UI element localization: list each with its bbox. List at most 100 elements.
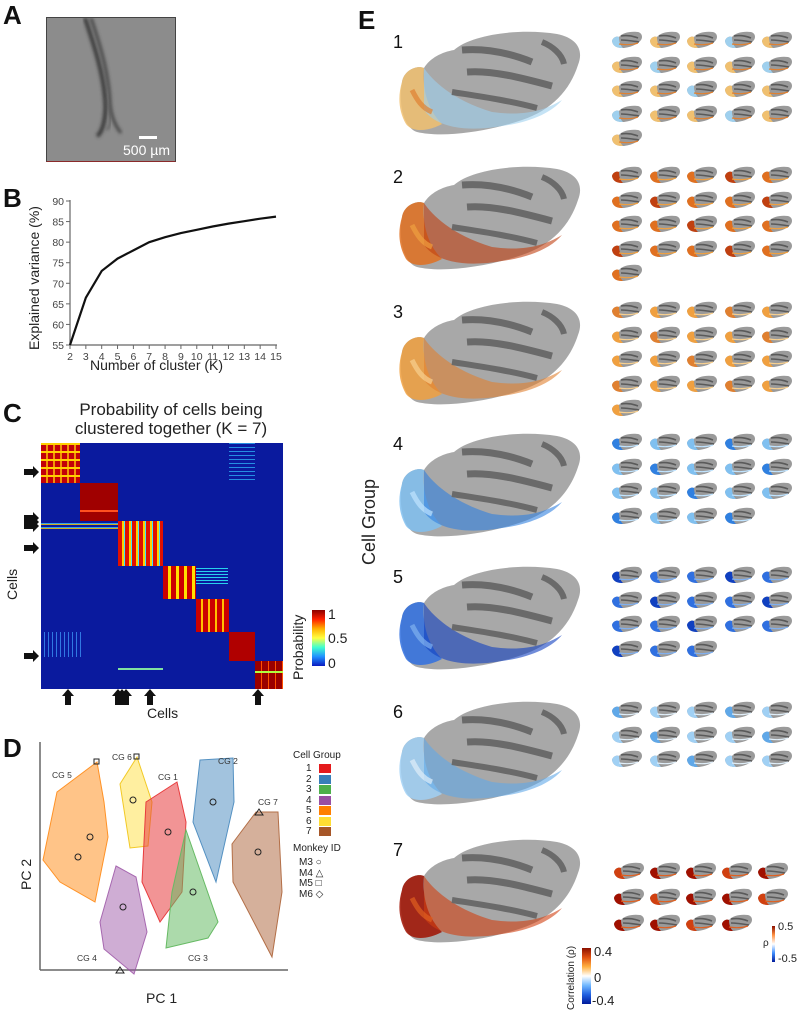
cluster-cg7 bbox=[231, 811, 283, 959]
cell-group-number: 3 bbox=[393, 302, 404, 322]
brain-surface-map bbox=[399, 31, 581, 135]
subject-brain-thumbnail bbox=[724, 105, 755, 122]
subject-brain-thumbnail bbox=[686, 888, 716, 905]
subject-brain-thumbnail bbox=[687, 240, 717, 257]
subject-brain-thumbnail bbox=[612, 615, 642, 632]
subject-brain-thumbnail bbox=[612, 458, 642, 475]
subject-brain-thumbnail bbox=[649, 375, 680, 392]
subject-brain-thumbnail bbox=[724, 350, 755, 367]
subject-brain-thumbnail bbox=[612, 566, 642, 583]
cluster-cg1 bbox=[141, 781, 187, 923]
cluster-cg5 bbox=[42, 761, 109, 903]
heatmap-title: Probability of cells being clustered tog… bbox=[46, 400, 296, 438]
subject-brain-thumbnail bbox=[762, 591, 792, 608]
y-tick-label: 65 bbox=[52, 299, 64, 311]
subject-brain-thumbnail bbox=[687, 591, 717, 608]
subject-brain-thumbnail bbox=[724, 750, 755, 767]
legend-number: 4 bbox=[306, 794, 312, 806]
subject-brain-thumbnail bbox=[686, 862, 716, 879]
cell-group-number: 5 bbox=[393, 567, 404, 587]
colorbar-tick: -0.4 bbox=[592, 993, 615, 1008]
subject-brain-thumbnail bbox=[762, 701, 792, 718]
x-tick-label: 2 bbox=[67, 351, 73, 360]
title-line-1: Probability of cells being bbox=[79, 400, 263, 419]
subject-brain-thumbnail bbox=[724, 80, 755, 97]
colorbar-tick: 0 bbox=[594, 970, 602, 985]
arrow-icon bbox=[144, 689, 156, 705]
legend-number: 6 bbox=[306, 815, 312, 827]
arrow-icon bbox=[24, 520, 39, 532]
subject-brain-thumbnail bbox=[687, 166, 717, 183]
brain-surface-map bbox=[399, 839, 581, 943]
subject-brain-thumbnail bbox=[686, 914, 716, 931]
x-axis-label: Number of cluster (K) bbox=[90, 357, 224, 373]
subject-brain-thumbnail bbox=[649, 31, 680, 48]
panel-letter-e: E bbox=[358, 5, 376, 35]
x-tick-label: 3 bbox=[83, 351, 89, 360]
arrow-icon bbox=[24, 650, 39, 662]
subject-brain-thumbnail bbox=[649, 726, 680, 743]
subject-brain-thumbnail bbox=[649, 80, 680, 97]
subject-brain-thumbnail bbox=[724, 191, 755, 208]
subject-brain-thumbnail bbox=[687, 726, 717, 743]
brain-surface-map bbox=[399, 566, 581, 670]
row-arrows bbox=[24, 466, 39, 662]
subject-brain-thumbnail bbox=[724, 615, 755, 632]
subject-brain-thumbnail bbox=[687, 701, 717, 718]
legend-swatch bbox=[319, 785, 331, 794]
monkey-legend-item: M5 □ bbox=[299, 878, 322, 889]
subject-brain-thumbnail bbox=[612, 80, 642, 97]
subject-brain-thumbnail bbox=[612, 482, 642, 499]
subject-brain-thumbnail bbox=[649, 166, 680, 183]
subject-brain-thumbnail bbox=[612, 191, 642, 208]
subject-brain-thumbnail bbox=[649, 640, 680, 657]
cluster-label-cg6: CG 6 bbox=[112, 752, 132, 762]
subject-brain-thumbnail bbox=[687, 615, 717, 632]
subject-brain-thumbnail bbox=[614, 914, 644, 931]
subject-brain-thumbnail bbox=[649, 701, 680, 718]
x-tick-label: 14 bbox=[254, 351, 266, 360]
subject-brain-thumbnail bbox=[687, 458, 717, 475]
subject-brain-thumbnail bbox=[614, 862, 644, 879]
y-tick-label: 75 bbox=[52, 258, 64, 270]
subject-brain-thumbnail bbox=[612, 240, 642, 257]
subject-brain-thumbnail bbox=[762, 726, 792, 743]
subject-brain-thumbnail bbox=[687, 215, 717, 232]
subject-brain-thumbnail bbox=[724, 591, 755, 608]
subject-brain-thumbnail bbox=[762, 56, 792, 73]
subject-brain-thumbnail bbox=[722, 914, 752, 931]
subject-brain-thumbnail bbox=[612, 399, 642, 416]
subject-brain-thumbnail bbox=[758, 862, 788, 879]
subject-brain-thumbnail bbox=[687, 375, 717, 392]
subject-brain-thumbnail bbox=[687, 105, 717, 122]
subject-brain-thumbnail bbox=[687, 433, 717, 450]
title-line-2: clustered together (K = 7) bbox=[74, 419, 268, 438]
subject-brain-thumbnail bbox=[762, 482, 792, 499]
subject-brain-thumbnail bbox=[724, 215, 755, 232]
subject-brain-thumbnail bbox=[762, 31, 792, 48]
cell-group-axis-label: Cell Group bbox=[359, 478, 379, 565]
subject-brain-thumbnail bbox=[724, 726, 755, 743]
panel-letter-b: B bbox=[3, 183, 22, 213]
legend-swatch bbox=[319, 774, 331, 784]
cluster-cg4 bbox=[99, 865, 148, 975]
subject-brain-thumbnail bbox=[724, 301, 755, 318]
subject-brain-thumbnail bbox=[762, 301, 792, 318]
explained-variance-chart: 55 60 65 70 75 80 85 90 2 3 4 5 6 7 8 9 10 11 12 13 14 15 bbox=[52, 196, 282, 360]
subject-brain-thumbnail bbox=[612, 56, 642, 73]
subject-brain-thumbnail bbox=[612, 701, 642, 718]
probability-colorbar bbox=[312, 610, 325, 666]
coclustering-heatmap bbox=[41, 443, 283, 689]
heatmap-y-label: Cells bbox=[4, 568, 20, 600]
panel-letter-a: A bbox=[3, 0, 22, 30]
colorbar-tick: 0.5 bbox=[328, 630, 348, 646]
subject-brain-thumbnail bbox=[650, 862, 680, 879]
subject-brain-thumbnail bbox=[724, 433, 755, 450]
legend-swatch bbox=[319, 795, 331, 805]
subject-brain-thumbnail bbox=[649, 615, 680, 632]
legend-swatch bbox=[319, 827, 331, 836]
legend-number: 7 bbox=[306, 826, 312, 837]
subject-brain-thumbnail bbox=[762, 458, 792, 475]
subject-brain-thumbnail bbox=[687, 80, 717, 97]
subject-brain-thumbnail bbox=[612, 726, 642, 743]
